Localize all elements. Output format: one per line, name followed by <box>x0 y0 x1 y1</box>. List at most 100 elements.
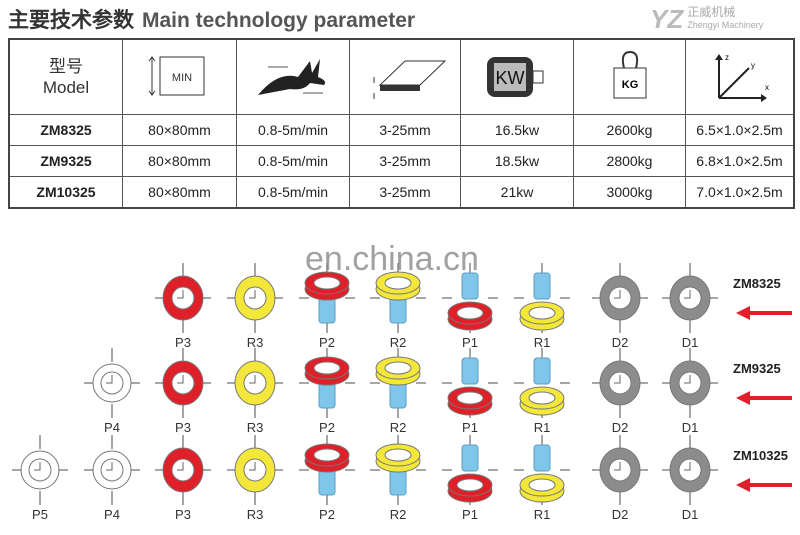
svg-text:MIN: MIN <box>171 72 191 84</box>
station-label: P4 <box>104 420 120 435</box>
roll-d2 <box>590 435 650 505</box>
roll-p5 <box>10 435 70 505</box>
table-cell: 0.8-5m/min <box>236 114 350 146</box>
station-label: R1 <box>533 335 551 350</box>
svg-text:x: x <box>765 83 769 92</box>
roll-p4 <box>82 435 142 505</box>
table-cell: 3000kg <box>573 176 686 209</box>
table-cell: 0.8-5m/min <box>236 145 350 177</box>
roll-d2 <box>590 263 650 333</box>
roll-p1 <box>440 263 500 333</box>
station-label: P3 <box>175 335 191 350</box>
station-label: D1 <box>681 507 699 522</box>
table-cell: 80×80mm <box>122 145 237 177</box>
station-label: D2 <box>611 420 629 435</box>
title-cn: 主要技术参数 <box>8 9 134 32</box>
table-cell: 16.5kw <box>460 114 574 146</box>
title-en: Main technology parameter <box>142 9 416 32</box>
station-label: P3 <box>175 420 191 435</box>
roll-d1 <box>660 435 720 505</box>
model-header-cn: 型号 <box>49 57 83 76</box>
model-label: ZM10325 <box>733 448 788 463</box>
roll-p1 <box>440 435 500 505</box>
roll-p3 <box>153 435 213 505</box>
logo-sub: Zhengyi Machinery <box>687 20 764 30</box>
roll-p3 <box>153 348 213 418</box>
model-header: 型号 Model <box>8 38 123 115</box>
table-cell: 2600kg <box>573 114 686 146</box>
roll-p4 <box>82 348 142 418</box>
logo-text: 正威机械 <box>687 5 736 19</box>
dimensions-xyz-icon: z y x <box>685 38 795 115</box>
model-cell: ZM10325 <box>8 176 123 209</box>
roll-r3 <box>225 435 285 505</box>
table-cell: 3-25mm <box>349 176 461 209</box>
station-label: R2 <box>389 335 407 350</box>
model-header-en: Model <box>42 78 90 97</box>
roll-p2 <box>297 435 357 505</box>
roll-p2 <box>297 348 357 418</box>
thickness-icon <box>349 38 461 115</box>
table-cell: 21kw <box>460 176 574 209</box>
table-header-row: 型号 Model MIN KW KG z y x <box>8 38 795 115</box>
station-label: P4 <box>104 507 120 522</box>
motor-kw-icon: KW <box>460 38 574 115</box>
weight-kg-icon: KG <box>573 38 686 115</box>
station-label: R1 <box>533 420 551 435</box>
page-title: 主要技术参数 Main technology parameter <box>8 4 415 34</box>
svg-text:z: z <box>725 53 729 62</box>
roll-r1 <box>512 348 572 418</box>
station-label: P1 <box>462 420 478 435</box>
station-label: P2 <box>319 420 335 435</box>
roll-r1 <box>512 435 572 505</box>
speed-rabbit-icon <box>236 38 350 115</box>
station-label: D2 <box>611 335 629 350</box>
model-label: ZM8325 <box>733 276 781 291</box>
station-label: R3 <box>246 420 264 435</box>
station-label: R2 <box>389 420 407 435</box>
station-label: R3 <box>246 507 264 522</box>
table-cell: 6.5×1.0×2.5m <box>685 114 795 146</box>
station-label: P1 <box>462 507 478 522</box>
station-label: D1 <box>681 420 699 435</box>
svg-text:KG: KG <box>621 79 638 91</box>
roll-d1 <box>660 263 720 333</box>
roll-r2 <box>368 435 428 505</box>
model-cell: ZM9325 <box>8 145 123 177</box>
model-label: ZM9325 <box>733 361 781 376</box>
roll-d1 <box>660 348 720 418</box>
table-row: ZM10325 80×80mm 0.8-5m/min 3-25mm 21kw 3000kg… <box>8 176 795 209</box>
table-row: ZM8325 80×80mm 0.8-5m/min 3-25mm 16.5kw 2600k… <box>8 114 795 146</box>
station-label: P5 <box>32 507 48 522</box>
station-label: P3 <box>175 507 191 522</box>
roll-p2 <box>297 263 357 333</box>
roll-r1 <box>512 263 572 333</box>
roll-r3 <box>225 263 285 333</box>
station-label: D2 <box>611 507 629 522</box>
feed-arrow-icon <box>736 306 792 320</box>
roll-r2 <box>368 263 428 333</box>
svg-text:KW: KW <box>496 68 525 88</box>
table-cell: 7.0×1.0×2.5m <box>685 176 795 209</box>
model-cell: ZM8325 <box>8 114 123 146</box>
table-cell: 80×80mm <box>122 114 237 146</box>
station-label: P2 <box>319 335 335 350</box>
logo: YZ 正威机械 Zhengyi Machinery <box>650 4 764 34</box>
table-cell: 80×80mm <box>122 176 237 209</box>
station-label: R3 <box>246 335 264 350</box>
station-label: R2 <box>389 507 407 522</box>
feed-arrow-icon <box>736 391 792 405</box>
station-label: P1 <box>462 335 478 350</box>
table-cell: 18.5kw <box>460 145 574 177</box>
table-cell: 2800kg <box>573 145 686 177</box>
table-cell: 6.8×1.0×2.5m <box>685 145 795 177</box>
roll-r3 <box>225 348 285 418</box>
table-cell: 3-25mm <box>349 145 461 177</box>
roll-r2 <box>368 348 428 418</box>
svg-text:y: y <box>751 61 755 70</box>
table-row: ZM9325 80×80mm 0.8-5m/min 3-25mm 18.5kw 2800k… <box>8 145 795 177</box>
feed-arrow-icon <box>736 478 792 492</box>
roll-d2 <box>590 348 650 418</box>
roll-p3 <box>153 263 213 333</box>
